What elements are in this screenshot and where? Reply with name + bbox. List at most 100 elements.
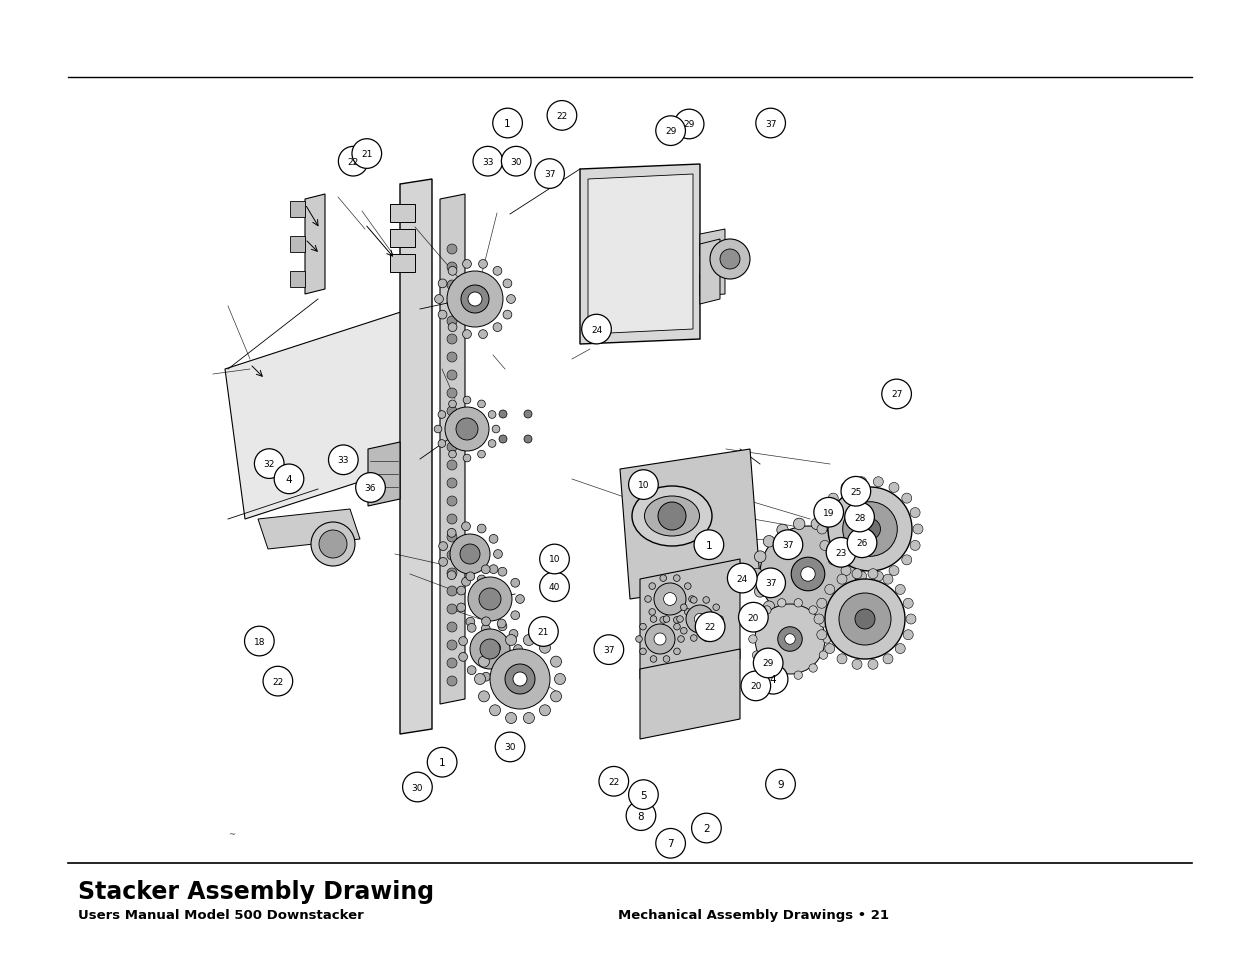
- Circle shape: [694, 614, 705, 625]
- Circle shape: [499, 411, 508, 418]
- Circle shape: [447, 586, 457, 597]
- Circle shape: [857, 572, 867, 581]
- Circle shape: [509, 630, 517, 639]
- Circle shape: [479, 331, 488, 339]
- Circle shape: [809, 664, 818, 673]
- Circle shape: [490, 649, 550, 709]
- Circle shape: [463, 331, 472, 339]
- Circle shape: [503, 311, 511, 319]
- Circle shape: [855, 609, 876, 629]
- Circle shape: [438, 558, 447, 567]
- Circle shape: [873, 572, 883, 581]
- Circle shape: [447, 407, 457, 416]
- Circle shape: [814, 615, 824, 624]
- Circle shape: [447, 245, 457, 254]
- Polygon shape: [700, 230, 725, 256]
- Circle shape: [827, 613, 840, 624]
- Circle shape: [450, 535, 490, 575]
- Circle shape: [727, 563, 757, 594]
- Polygon shape: [700, 270, 725, 296]
- Circle shape: [524, 411, 532, 418]
- Text: 4: 4: [285, 475, 293, 484]
- Text: Stacker Assembly Drawing: Stacker Assembly Drawing: [78, 879, 433, 903]
- Text: 20: 20: [747, 613, 760, 622]
- Circle shape: [777, 613, 788, 624]
- Circle shape: [498, 568, 506, 577]
- Circle shape: [659, 576, 667, 581]
- Circle shape: [825, 644, 835, 654]
- Circle shape: [853, 569, 864, 580]
- Circle shape: [489, 535, 498, 544]
- Circle shape: [493, 323, 501, 333]
- Circle shape: [690, 635, 697, 641]
- Circle shape: [462, 522, 471, 531]
- Circle shape: [478, 691, 489, 702]
- Text: 30: 30: [510, 157, 522, 167]
- Circle shape: [755, 551, 766, 563]
- Circle shape: [756, 568, 785, 598]
- Circle shape: [763, 664, 771, 673]
- Circle shape: [482, 618, 490, 626]
- Circle shape: [447, 659, 457, 668]
- Text: 22: 22: [347, 157, 359, 167]
- Circle shape: [658, 502, 685, 531]
- Circle shape: [814, 497, 844, 528]
- Circle shape: [471, 629, 510, 669]
- Circle shape: [427, 747, 457, 778]
- Circle shape: [645, 624, 676, 655]
- Circle shape: [716, 616, 724, 622]
- Circle shape: [868, 659, 878, 670]
- Circle shape: [447, 622, 457, 633]
- Text: 9: 9: [777, 780, 784, 789]
- Circle shape: [498, 619, 506, 628]
- Circle shape: [254, 449, 284, 479]
- FancyBboxPatch shape: [290, 202, 305, 218]
- Circle shape: [493, 109, 522, 139]
- Circle shape: [873, 477, 883, 487]
- Circle shape: [913, 524, 923, 535]
- Text: Users Manual Model 500 Downstacker: Users Manual Model 500 Downstacker: [78, 908, 363, 922]
- Circle shape: [524, 436, 532, 443]
- Circle shape: [748, 635, 757, 643]
- Circle shape: [479, 260, 488, 269]
- Circle shape: [766, 769, 795, 800]
- Circle shape: [868, 569, 878, 579]
- Circle shape: [903, 598, 913, 609]
- Circle shape: [694, 530, 724, 560]
- Circle shape: [695, 612, 725, 642]
- Circle shape: [850, 586, 862, 598]
- Circle shape: [458, 653, 468, 661]
- Circle shape: [910, 508, 920, 518]
- Circle shape: [793, 618, 805, 630]
- Text: 37: 37: [782, 540, 794, 550]
- Circle shape: [503, 279, 511, 289]
- Text: ~: ~: [228, 829, 236, 839]
- Circle shape: [594, 635, 624, 665]
- Circle shape: [447, 335, 457, 345]
- Circle shape: [477, 524, 487, 534]
- Circle shape: [467, 666, 475, 675]
- Text: 22: 22: [608, 777, 620, 786]
- Circle shape: [800, 567, 815, 581]
- Circle shape: [710, 240, 750, 280]
- Circle shape: [673, 617, 680, 623]
- Circle shape: [555, 674, 566, 685]
- Polygon shape: [640, 649, 740, 740]
- Text: 24: 24: [736, 574, 748, 583]
- Polygon shape: [390, 205, 415, 223]
- Circle shape: [505, 713, 516, 723]
- Circle shape: [629, 780, 658, 810]
- Circle shape: [655, 634, 666, 645]
- Circle shape: [438, 279, 447, 289]
- Text: 8: 8: [637, 811, 645, 821]
- Circle shape: [648, 583, 656, 590]
- Circle shape: [599, 766, 629, 797]
- Circle shape: [447, 478, 457, 489]
- Circle shape: [882, 379, 911, 410]
- Circle shape: [895, 585, 905, 595]
- Circle shape: [435, 295, 443, 304]
- Circle shape: [447, 551, 457, 560]
- Circle shape: [447, 298, 457, 309]
- Ellipse shape: [645, 497, 699, 537]
- Circle shape: [819, 651, 827, 659]
